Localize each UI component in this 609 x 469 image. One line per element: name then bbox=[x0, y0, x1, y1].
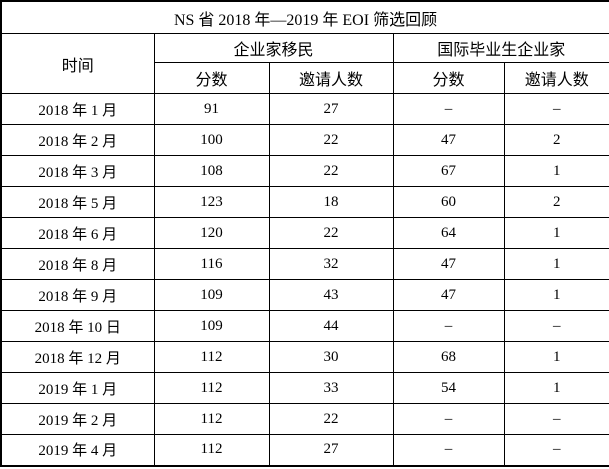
table-row: 2018 年 3 月 108 22 67 1 bbox=[0, 155, 609, 187]
graduate-invited-cell: – bbox=[503, 434, 609, 466]
table-row: 2018 年 12 月 112 30 68 1 bbox=[0, 341, 609, 373]
table-row: 2019 年 2 月 112 22 – – bbox=[0, 403, 609, 435]
table-body: 2018 年 1 月 91 27 – – 2018 年 2 月 100 22 4… bbox=[0, 93, 609, 466]
graduate-invited-cell: 1 bbox=[503, 217, 609, 249]
time-cell: 2018 年 6 月 bbox=[0, 217, 155, 249]
header-sub-row: 分数 邀请人数 分数 邀请人数 bbox=[1, 62, 609, 94]
header-graduate-group: 国际毕业生企业家 bbox=[392, 33, 609, 63]
time-cell: 2018 年 2 月 bbox=[0, 124, 155, 156]
time-cell: 2019 年 4 月 bbox=[0, 434, 155, 466]
entrepreneur-score-cell: 123 bbox=[153, 186, 270, 218]
entrepreneur-score-cell: 109 bbox=[153, 310, 270, 342]
time-cell: 2018 年 3 月 bbox=[0, 155, 155, 187]
entrepreneur-score-cell: 112 bbox=[153, 434, 270, 466]
entrepreneur-invited-cell: 18 bbox=[268, 186, 394, 218]
title-row: NS 省 2018 年—2019 年 EOI 筛选回顾 bbox=[0, 0, 609, 34]
entrepreneur-invited-cell: 32 bbox=[268, 248, 394, 280]
time-cell: 2018 年 10 日 bbox=[0, 310, 155, 342]
entrepreneur-score-cell: 100 bbox=[153, 124, 270, 156]
time-cell: 2018 年 9 月 bbox=[0, 279, 155, 311]
graduate-invited-cell: 1 bbox=[503, 279, 609, 311]
table-row: 2018 年 10 日 109 44 – – bbox=[0, 310, 609, 342]
table-title: NS 省 2018 年—2019 年 EOI 筛选回顾 bbox=[0, 0, 609, 34]
entrepreneur-invited-cell: 22 bbox=[268, 155, 394, 187]
header-graduate-score: 分数 bbox=[392, 62, 505, 94]
table-row: 2019 年 4 月 112 27 – – bbox=[0, 434, 609, 466]
entrepreneur-invited-cell: 27 bbox=[268, 434, 394, 466]
graduate-score-cell: 60 bbox=[392, 186, 505, 218]
graduate-invited-cell: – bbox=[503, 403, 609, 435]
table-row: 2018 年 1 月 91 27 – – bbox=[0, 93, 609, 125]
table-row: 2018 年 6 月 120 22 64 1 bbox=[0, 217, 609, 249]
entrepreneur-score-cell: 112 bbox=[153, 341, 270, 373]
header-entrepreneur-score: 分数 bbox=[153, 62, 270, 94]
header-entrepreneur-group: 企业家移民 bbox=[153, 33, 394, 63]
graduate-invited-cell: 1 bbox=[503, 372, 609, 404]
graduate-invited-cell: 2 bbox=[503, 186, 609, 218]
table-row: 2018 年 2 月 100 22 47 2 bbox=[0, 124, 609, 156]
time-cell: 2018 年 1 月 bbox=[0, 93, 155, 125]
graduate-score-cell: 54 bbox=[392, 372, 505, 404]
graduate-invited-cell: – bbox=[503, 310, 609, 342]
graduate-invited-cell: – bbox=[503, 93, 609, 125]
table-row: 2018 年 5 月 123 18 60 2 bbox=[0, 186, 609, 218]
entrepreneur-invited-cell: 22 bbox=[268, 403, 394, 435]
graduate-score-cell: 47 bbox=[392, 279, 505, 311]
time-cell: 2018 年 12 月 bbox=[0, 341, 155, 373]
header-time: 时间 bbox=[0, 33, 155, 94]
table-row: 2018 年 9 月 109 43 47 1 bbox=[0, 279, 609, 311]
graduate-score-cell: – bbox=[392, 434, 505, 466]
graduate-invited-cell: 2 bbox=[503, 124, 609, 156]
entrepreneur-score-cell: 108 bbox=[153, 155, 270, 187]
entrepreneur-invited-cell: 22 bbox=[268, 217, 394, 249]
header-graduate-invited: 邀请人数 bbox=[503, 62, 609, 94]
entrepreneur-invited-cell: 33 bbox=[268, 372, 394, 404]
graduate-score-cell: – bbox=[392, 310, 505, 342]
graduate-score-cell: 47 bbox=[392, 124, 505, 156]
graduate-score-cell: 64 bbox=[392, 217, 505, 249]
entrepreneur-invited-cell: 30 bbox=[268, 341, 394, 373]
graduate-score-cell: 47 bbox=[392, 248, 505, 280]
graduate-score-cell: – bbox=[392, 93, 505, 125]
time-cell: 2018 年 5 月 bbox=[0, 186, 155, 218]
graduate-score-cell: 67 bbox=[392, 155, 505, 187]
graduate-score-cell: – bbox=[392, 403, 505, 435]
entrepreneur-score-cell: 91 bbox=[153, 93, 270, 125]
entrepreneur-score-cell: 109 bbox=[153, 279, 270, 311]
graduate-invited-cell: 1 bbox=[503, 248, 609, 280]
entrepreneur-invited-cell: 22 bbox=[268, 124, 394, 156]
time-cell: 2019 年 2 月 bbox=[0, 403, 155, 435]
entrepreneur-score-cell: 116 bbox=[153, 248, 270, 280]
entrepreneur-score-cell: 112 bbox=[153, 372, 270, 404]
entrepreneur-invited-cell: 44 bbox=[268, 310, 394, 342]
table-row: 2018 年 8 月 116 32 47 1 bbox=[0, 248, 609, 280]
entrepreneur-invited-cell: 43 bbox=[268, 279, 394, 311]
time-cell: 2018 年 8 月 bbox=[0, 248, 155, 280]
header-group-row: 时间 企业家移民 国际毕业生企业家 bbox=[0, 33, 609, 94]
graduate-invited-cell: 1 bbox=[503, 155, 609, 187]
graduate-score-cell: 68 bbox=[392, 341, 505, 373]
entrepreneur-invited-cell: 27 bbox=[268, 93, 394, 125]
entrepreneur-score-cell: 112 bbox=[153, 403, 270, 435]
entrepreneur-score-cell: 120 bbox=[153, 217, 270, 249]
graduate-invited-cell: 1 bbox=[503, 341, 609, 373]
header-entrepreneur-invited: 邀请人数 bbox=[268, 62, 394, 94]
time-cell: 2019 年 1 月 bbox=[0, 372, 155, 404]
table-row: 2019 年 1 月 112 33 54 1 bbox=[0, 372, 609, 404]
